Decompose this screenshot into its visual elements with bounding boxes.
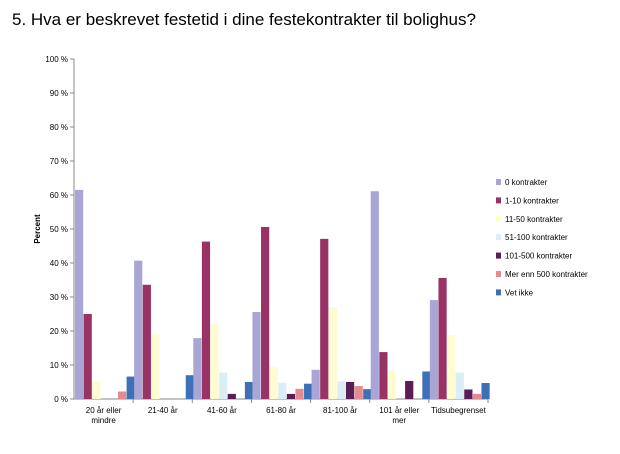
y-tick-label: 100 % (45, 55, 68, 64)
bar (278, 382, 287, 399)
legend-swatch (496, 252, 501, 259)
bar (193, 338, 202, 399)
bar (345, 382, 355, 399)
bar (142, 284, 151, 399)
bar (405, 380, 414, 399)
legend-swatch (496, 215, 501, 222)
bar (481, 383, 490, 399)
bar (286, 393, 296, 399)
bar (438, 277, 447, 399)
bar (92, 382, 101, 399)
legend-swatch (496, 197, 501, 204)
bars (75, 189, 490, 399)
bar (447, 335, 456, 399)
legend-swatch (496, 289, 501, 296)
y-tick-label: 0 % (54, 395, 68, 404)
legend-label: Vet ikke (505, 288, 534, 297)
bar (379, 352, 388, 399)
legend-label: 0 kontrakter (505, 178, 548, 187)
bar (134, 260, 143, 399)
bar (422, 371, 431, 399)
bar (75, 189, 84, 399)
bar (363, 389, 372, 399)
legend-label: 51-100 kontrakter (505, 233, 568, 242)
bar (83, 314, 92, 399)
bar (337, 381, 346, 399)
y-axis-label: Percent (33, 214, 42, 244)
x-tick-label: 41-60 år (207, 406, 237, 415)
bar (118, 391, 127, 399)
legend-label: 1-10 kontrakter (505, 196, 559, 205)
y-tick-label: 60 % (50, 191, 68, 200)
y-tick-label: 50 % (50, 225, 68, 234)
bar (304, 383, 313, 399)
bar (210, 324, 219, 399)
bar (126, 376, 135, 399)
y-tick-label: 70 % (50, 157, 68, 166)
x-tick-label: 21-40 år (148, 406, 178, 415)
x-tick-label: Tidsubegrenset (431, 406, 487, 415)
y-tick-label: 30 % (50, 293, 68, 302)
x-tick-label: 101 år eller mer (379, 406, 419, 425)
legend-label: 101-500 kontrakter (505, 252, 572, 261)
y-tick-label: 80 % (50, 123, 68, 132)
bar (370, 191, 379, 399)
bar (244, 382, 254, 399)
legend-swatch (496, 234, 501, 241)
legend: 0 kontrakter 1-10 kontrakter 11-50 kontrak… (496, 178, 588, 297)
bar (387, 371, 397, 399)
bar (472, 393, 482, 399)
category-labels: 20 år eller mindre 21-40 år 41-60 år 61-80 å… (86, 406, 487, 425)
legend-label: Mer enn 500 kontrakter (505, 270, 588, 279)
legend-label: 11-50 kontrakter (505, 215, 563, 224)
bar (261, 226, 270, 399)
bar (429, 300, 439, 399)
bar (320, 238, 329, 399)
bar (151, 334, 160, 399)
bar (219, 372, 228, 399)
legend-swatch (496, 271, 501, 277)
bar (185, 375, 194, 399)
legend-swatch (496, 179, 501, 185)
y-tick-label: 40 % (50, 259, 68, 268)
y-tick-label: 90 % (50, 89, 68, 98)
y-tick-label: 20 % (50, 327, 68, 336)
bar (252, 311, 261, 399)
bar (328, 307, 337, 399)
bar (354, 386, 363, 399)
bar (295, 388, 304, 399)
bar (464, 389, 473, 399)
bar (311, 369, 320, 399)
x-tick-label: 81-100 år (323, 406, 358, 415)
bar (269, 366, 278, 399)
x-tick-label: 20 år eller mindre (86, 406, 122, 425)
chart-title: 5. Hva er beskrevet festetid i dine fest… (12, 10, 476, 29)
bar (201, 241, 211, 399)
y-tick-label: 10 % (50, 361, 68, 370)
x-tick-label: 61-80 år (266, 406, 296, 415)
bar (227, 393, 236, 399)
bar (455, 372, 464, 399)
